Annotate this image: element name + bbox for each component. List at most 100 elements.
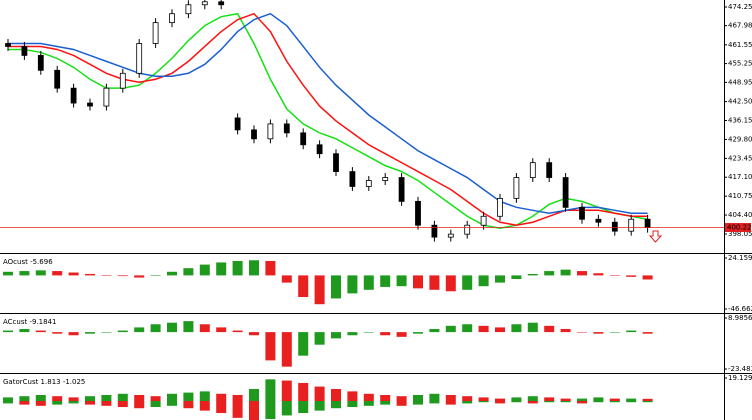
histogram-bar bbox=[380, 275, 391, 287]
histogram-bar bbox=[642, 398, 653, 402]
y-tick-label: 423.45 bbox=[728, 154, 752, 162]
candle-body bbox=[169, 13, 175, 24]
histogram-bar bbox=[331, 401, 341, 409]
histogram-bar bbox=[511, 397, 522, 402]
histogram-bar bbox=[134, 401, 145, 409]
histogram-bar bbox=[445, 275, 456, 292]
pane-title: AOcust -5.696 bbox=[3, 258, 53, 266]
histogram-bar bbox=[199, 401, 210, 411]
histogram-bar bbox=[495, 398, 505, 402]
histogram-bar bbox=[429, 393, 440, 402]
histogram-bar bbox=[216, 401, 227, 414]
histogram-bar bbox=[495, 327, 505, 333]
histogram-bar bbox=[216, 327, 227, 333]
y-tick-label: 461.55 bbox=[728, 41, 752, 49]
histogram-bar bbox=[593, 273, 604, 276]
y-tick-label: 398.05 bbox=[728, 230, 752, 238]
candle-body bbox=[267, 123, 274, 140]
histogram-bar bbox=[150, 396, 161, 402]
histogram-bar bbox=[281, 275, 292, 283]
histogram-bar bbox=[593, 401, 604, 403]
histogram-bar bbox=[249, 388, 259, 402]
histogram-bar bbox=[577, 332, 587, 333]
candle-body bbox=[595, 218, 602, 223]
histogram-bar bbox=[85, 273, 95, 276]
histogram-bar bbox=[380, 332, 391, 336]
histogram-bar bbox=[117, 330, 128, 333]
candle-body bbox=[513, 177, 520, 199]
moving-average bbox=[8, 12, 648, 226]
histogram-bar bbox=[314, 401, 325, 411]
histogram-bar bbox=[85, 332, 95, 334]
histogram-bar bbox=[413, 401, 423, 405]
histogram-bar bbox=[380, 394, 391, 402]
histogram-bar bbox=[134, 394, 145, 402]
candle-body bbox=[562, 177, 569, 208]
candle-body bbox=[644, 218, 651, 228]
y-tick-label: -23.4834 bbox=[728, 365, 752, 373]
histogram-bar bbox=[265, 401, 276, 420]
histogram-bar bbox=[593, 397, 604, 402]
histogram-bar bbox=[134, 327, 145, 333]
histogram-bar bbox=[183, 401, 194, 409]
histogram-bar bbox=[478, 275, 489, 287]
candle-body bbox=[628, 218, 635, 232]
histogram-bar bbox=[429, 401, 440, 404]
y-tick-label: 455.25 bbox=[728, 60, 752, 68]
histogram-bar bbox=[544, 271, 555, 276]
candle-body bbox=[54, 69, 61, 89]
histogram-bar bbox=[577, 398, 587, 402]
candle-body bbox=[218, 1, 225, 6]
histogram-bar bbox=[68, 332, 79, 336]
histogram-bar bbox=[347, 332, 358, 336]
histogram-bar bbox=[150, 401, 161, 408]
histogram-bar bbox=[396, 401, 407, 406]
histogram-bar bbox=[396, 396, 407, 402]
histogram-bar bbox=[35, 270, 46, 276]
histogram-bar bbox=[495, 275, 505, 283]
histogram-bar bbox=[445, 401, 456, 405]
candle-body bbox=[382, 177, 389, 181]
histogram-bar bbox=[35, 330, 46, 333]
candle-body bbox=[365, 180, 372, 187]
histogram-bar bbox=[429, 328, 440, 333]
moving-average bbox=[8, 12, 648, 215]
histogram-bar bbox=[232, 330, 243, 333]
histogram-bar bbox=[19, 396, 30, 402]
histogram-bar bbox=[101, 401, 112, 406]
histogram-bar bbox=[68, 272, 79, 276]
histogram-bar bbox=[3, 401, 13, 404]
candle-body bbox=[480, 215, 487, 226]
histogram-bar bbox=[462, 401, 473, 404]
candle-body bbox=[349, 171, 356, 187]
histogram-bar bbox=[3, 397, 13, 402]
histogram-bar bbox=[281, 332, 292, 367]
histogram-bar bbox=[642, 401, 653, 403]
histogram-bar bbox=[495, 401, 505, 404]
histogram-bar bbox=[413, 394, 423, 402]
histogram-bar bbox=[363, 401, 374, 406]
histogram-bar bbox=[150, 324, 161, 333]
sell-arrow bbox=[648, 230, 663, 243]
histogram-bar bbox=[167, 322, 177, 333]
last-price-box bbox=[725, 223, 751, 233]
candle-body bbox=[464, 224, 471, 235]
histogram-bar bbox=[478, 325, 489, 333]
histogram-bar bbox=[167, 401, 177, 406]
histogram-bar bbox=[347, 401, 358, 408]
histogram-bar bbox=[183, 321, 194, 333]
histogram-bar bbox=[363, 393, 374, 402]
histogram-bar bbox=[281, 380, 292, 402]
histogram-bar bbox=[265, 379, 276, 402]
histogram-bar bbox=[577, 401, 587, 404]
histogram-bar bbox=[413, 332, 423, 334]
y-tick-label: 467.98 bbox=[728, 22, 752, 30]
histogram-bar bbox=[52, 332, 63, 334]
histogram-bar bbox=[35, 394, 46, 402]
histogram-bar bbox=[511, 401, 522, 403]
histogram-bar bbox=[577, 271, 587, 276]
histogram-bar bbox=[298, 332, 309, 356]
histogram-bar bbox=[183, 268, 194, 276]
histogram-bar bbox=[216, 393, 227, 402]
